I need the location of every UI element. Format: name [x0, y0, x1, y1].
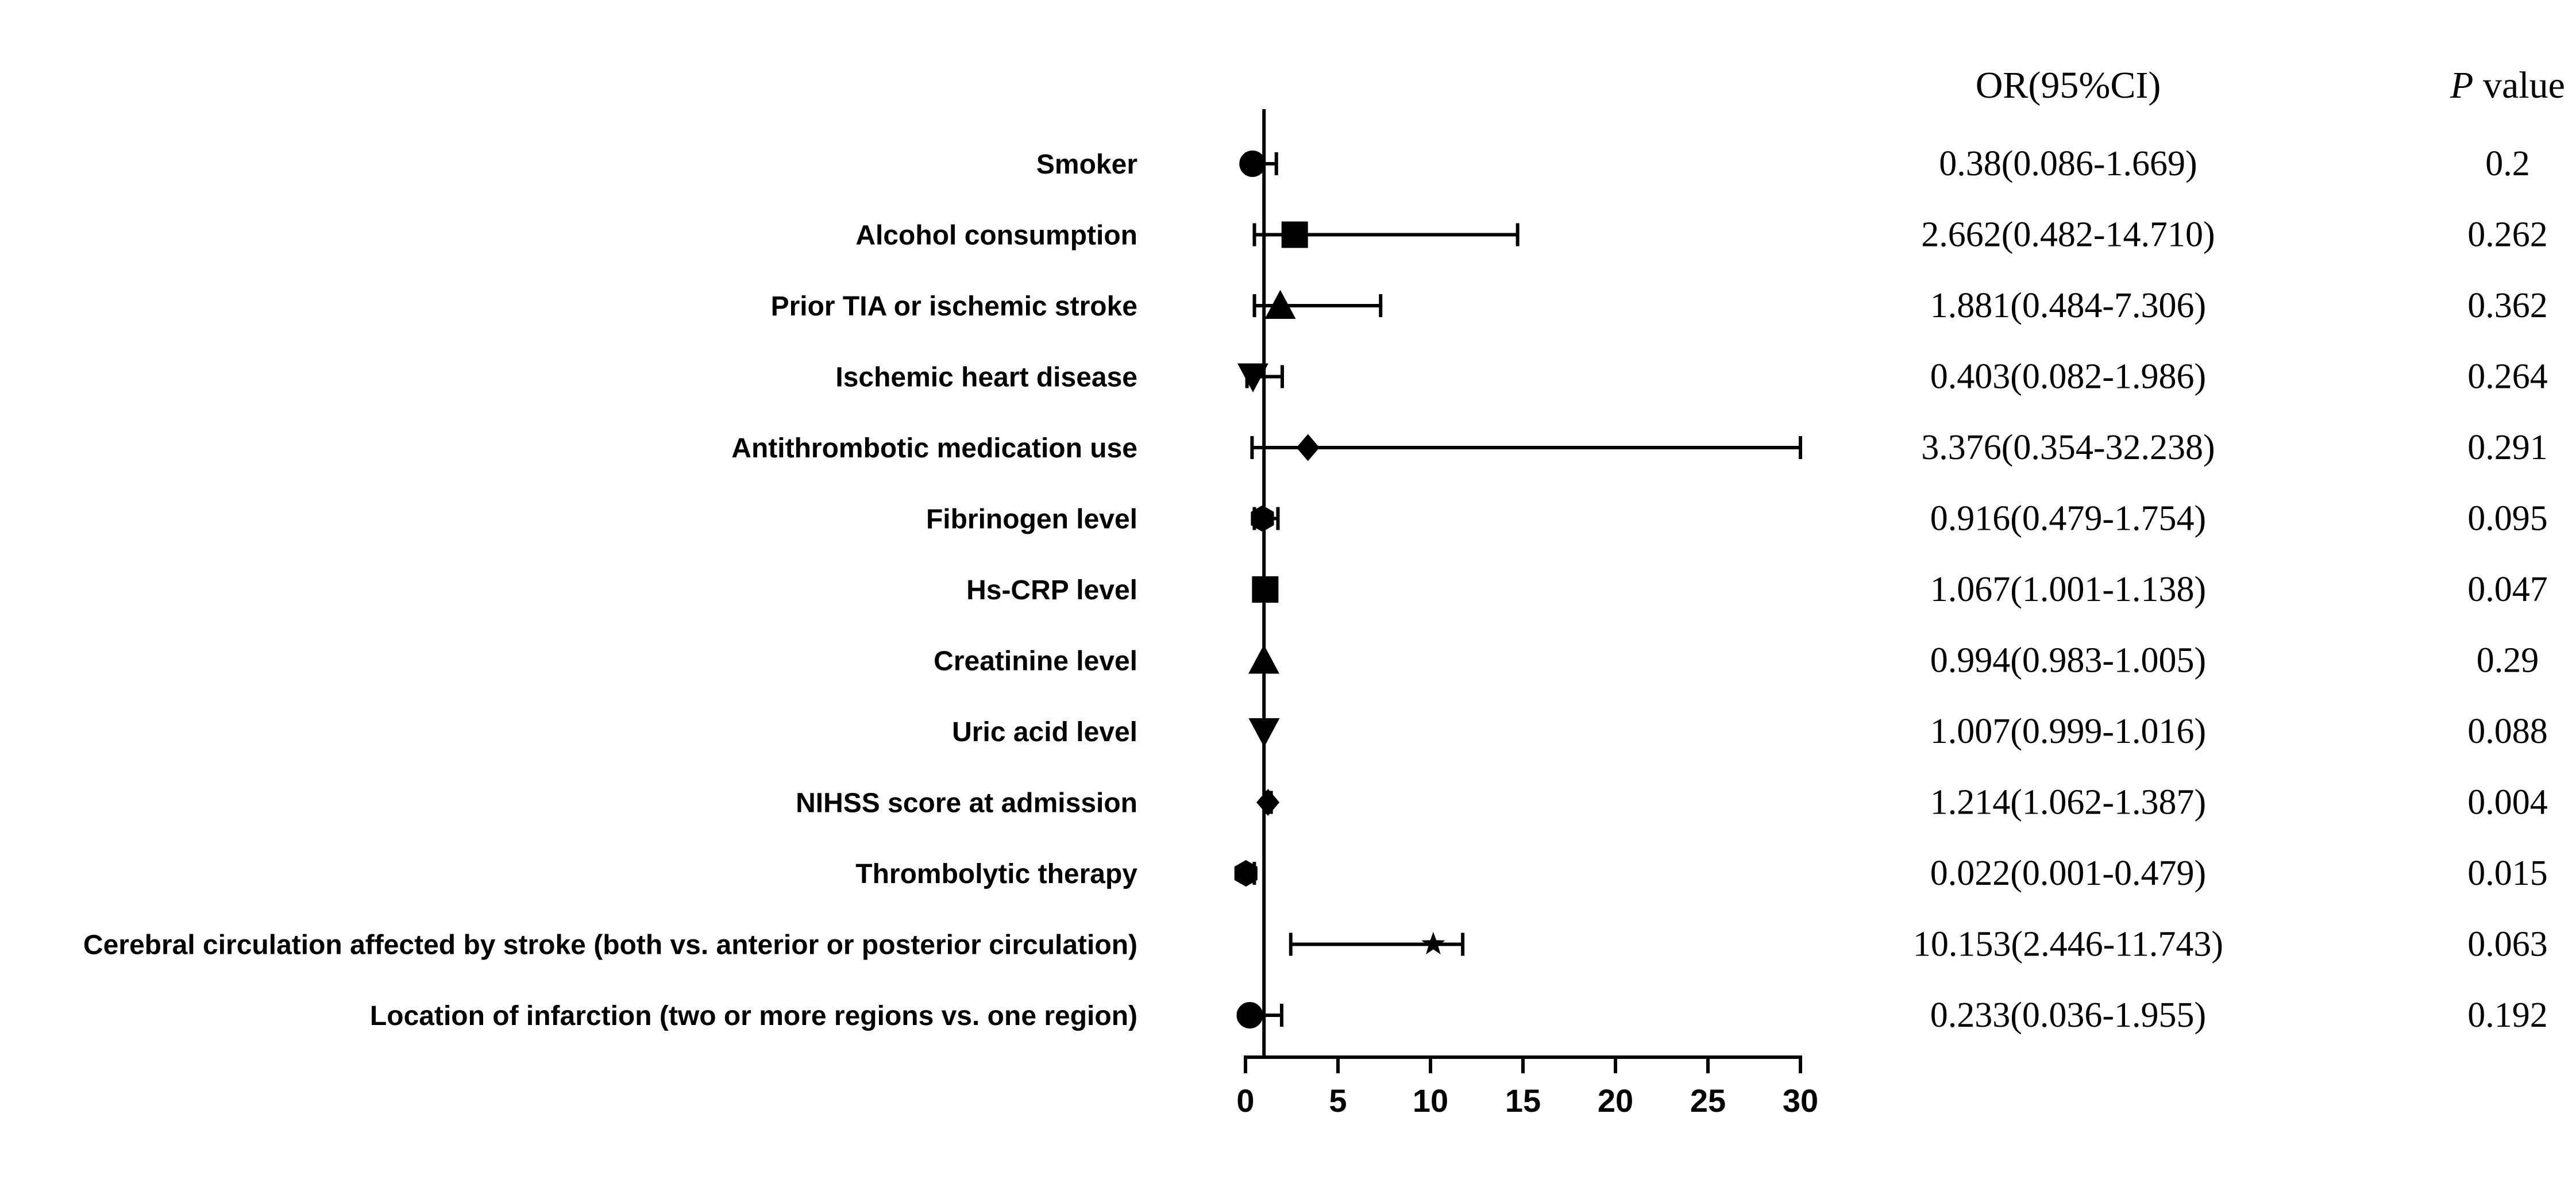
forest-row: Creatinine level 0.994(0.983-1.005) 0.29 — [934, 641, 2539, 680]
row-label: Thrombolytic therapy — [855, 859, 1137, 889]
or-ci-value: 0.916(0.479-1.754) — [1930, 499, 2206, 538]
forest-row: Uric acid level 1.007(0.999-1.016) 0.088 — [952, 712, 2548, 751]
forest-row: Prior TIA or ischemic stroke 1.881(0.484-… — [771, 286, 2548, 325]
p-value: 0.088 — [2467, 712, 2548, 751]
forest-row: Alcohol consumption 2.662(0.482-14.710) 0.… — [855, 215, 2547, 255]
forest-row: Location of infarction (two or more regi… — [370, 996, 2548, 1035]
row-label: Location of infarction (two or more regi… — [370, 1001, 1137, 1031]
or-ci-value: 0.38(0.086-1.669) — [1939, 144, 2197, 183]
row-label: Antithrombotic medication use — [731, 433, 1137, 464]
table-header: OR(95%CI) P value — [1976, 64, 2565, 106]
or-ci-value: 3.376(0.354-32.238) — [1921, 428, 2215, 467]
p-value: 0.264 — [2467, 357, 2548, 396]
p-value: 0.015 — [2467, 854, 2548, 893]
p-header-rest: value — [2473, 64, 2565, 106]
or-ci-value: 1.067(1.001-1.138) — [1930, 570, 2206, 609]
forest-row: Smoker 0.38(0.086-1.669) 0.2 — [1036, 144, 2530, 183]
or-ci-value: 2.662(0.482-14.710) — [1921, 215, 2215, 255]
or-ci-value: 10.153(2.446-11.743) — [1913, 925, 2223, 964]
point-marker — [1248, 645, 1279, 674]
forest-row: Fibrinogen level 0.916(0.479-1.754) 0.095 — [926, 499, 2548, 538]
p-header-italic: P — [2450, 64, 2473, 106]
point-marker — [1248, 718, 1280, 748]
x-tick-label: 25 — [1690, 1082, 1726, 1119]
p-value: 0.29 — [2477, 641, 2539, 680]
point-marker — [1281, 221, 1308, 248]
row-label: Creatinine level — [934, 646, 1137, 677]
p-value: 0.192 — [2467, 996, 2548, 1035]
forest-row: NIHSS score at admission 1.214(1.062-1.38… — [796, 783, 2548, 822]
or-ci-value: 0.233(0.036-1.955) — [1930, 996, 2206, 1035]
point-marker — [1239, 151, 1266, 177]
p-value: 0.047 — [2467, 570, 2548, 609]
p-value: 0.262 — [2467, 215, 2548, 255]
row-label: Fibrinogen level — [926, 504, 1137, 535]
x-tick-label: 20 — [1598, 1082, 1633, 1119]
point-marker — [1296, 434, 1320, 461]
row-label: NIHSS score at admission — [796, 788, 1137, 819]
point-marker — [1234, 860, 1258, 887]
point-marker — [1237, 363, 1268, 392]
p-value-column-header: P value — [2450, 64, 2565, 106]
p-value: 0.362 — [2467, 286, 2548, 325]
x-tick-label: 10 — [1413, 1082, 1448, 1119]
or-ci-value: 0.022(0.001-0.479) — [1930, 854, 2206, 893]
p-value: 0.291 — [2467, 428, 2548, 467]
forest-row: Cerebral circulation affected by stroke … — [83, 925, 2548, 964]
row-label: Prior TIA or ischemic stroke — [771, 291, 1137, 322]
forest-rows: Smoker 0.38(0.086-1.669) 0.2 Alcohol consum… — [83, 144, 2548, 1035]
row-label: Hs-CRP level — [966, 575, 1137, 606]
point-marker — [1421, 931, 1445, 954]
point-marker — [1256, 788, 1280, 816]
x-tick-label: 15 — [1505, 1082, 1541, 1119]
row-label: Cerebral circulation affected by stroke … — [83, 930, 1137, 961]
point-marker — [1252, 576, 1279, 603]
forest-row: Thrombolytic therapy 0.022(0.001-0.479) 0.… — [855, 854, 2547, 893]
or-ci-value: 1.007(0.999-1.016) — [1930, 712, 2206, 751]
p-value: 0.063 — [2467, 925, 2548, 964]
row-label: Ischemic heart disease — [835, 363, 1137, 393]
or-ci-value: 0.994(0.983-1.005) — [1930, 641, 2206, 680]
row-label: Smoker — [1036, 149, 1137, 180]
forest-row: Antithrombotic medication use 3.376(0.354… — [731, 428, 2547, 467]
x-tick-label: 30 — [1783, 1082, 1818, 1119]
point-marker — [1264, 290, 1296, 319]
point-marker — [1251, 505, 1274, 532]
x-axis: 0 5 10 15 20 25 30 — [1236, 109, 1818, 1119]
point-marker — [1236, 1002, 1263, 1028]
or-ci-value: 0.403(0.082-1.986) — [1930, 357, 2206, 396]
forest-row: Ischemic heart disease 0.403(0.082-1.986)… — [835, 357, 2547, 396]
or-ci-column-header: OR(95%CI) — [1976, 64, 2161, 106]
forest-row: Hs-CRP level 1.067(1.001-1.138) 0.047 — [966, 570, 2548, 609]
or-ci-value: 1.881(0.484-7.306) — [1930, 286, 2206, 325]
x-tick-label: 0 — [1236, 1082, 1254, 1119]
row-label: Uric acid level — [952, 717, 1137, 748]
p-value: 0.004 — [2467, 783, 2548, 822]
p-value: 0.2 — [2485, 144, 2530, 183]
or-ci-value: 1.214(1.062-1.387) — [1930, 783, 2206, 822]
x-tick-label: 5 — [1329, 1082, 1347, 1119]
p-value: 0.095 — [2467, 499, 2548, 538]
row-label: Alcohol consumption — [855, 221, 1137, 251]
